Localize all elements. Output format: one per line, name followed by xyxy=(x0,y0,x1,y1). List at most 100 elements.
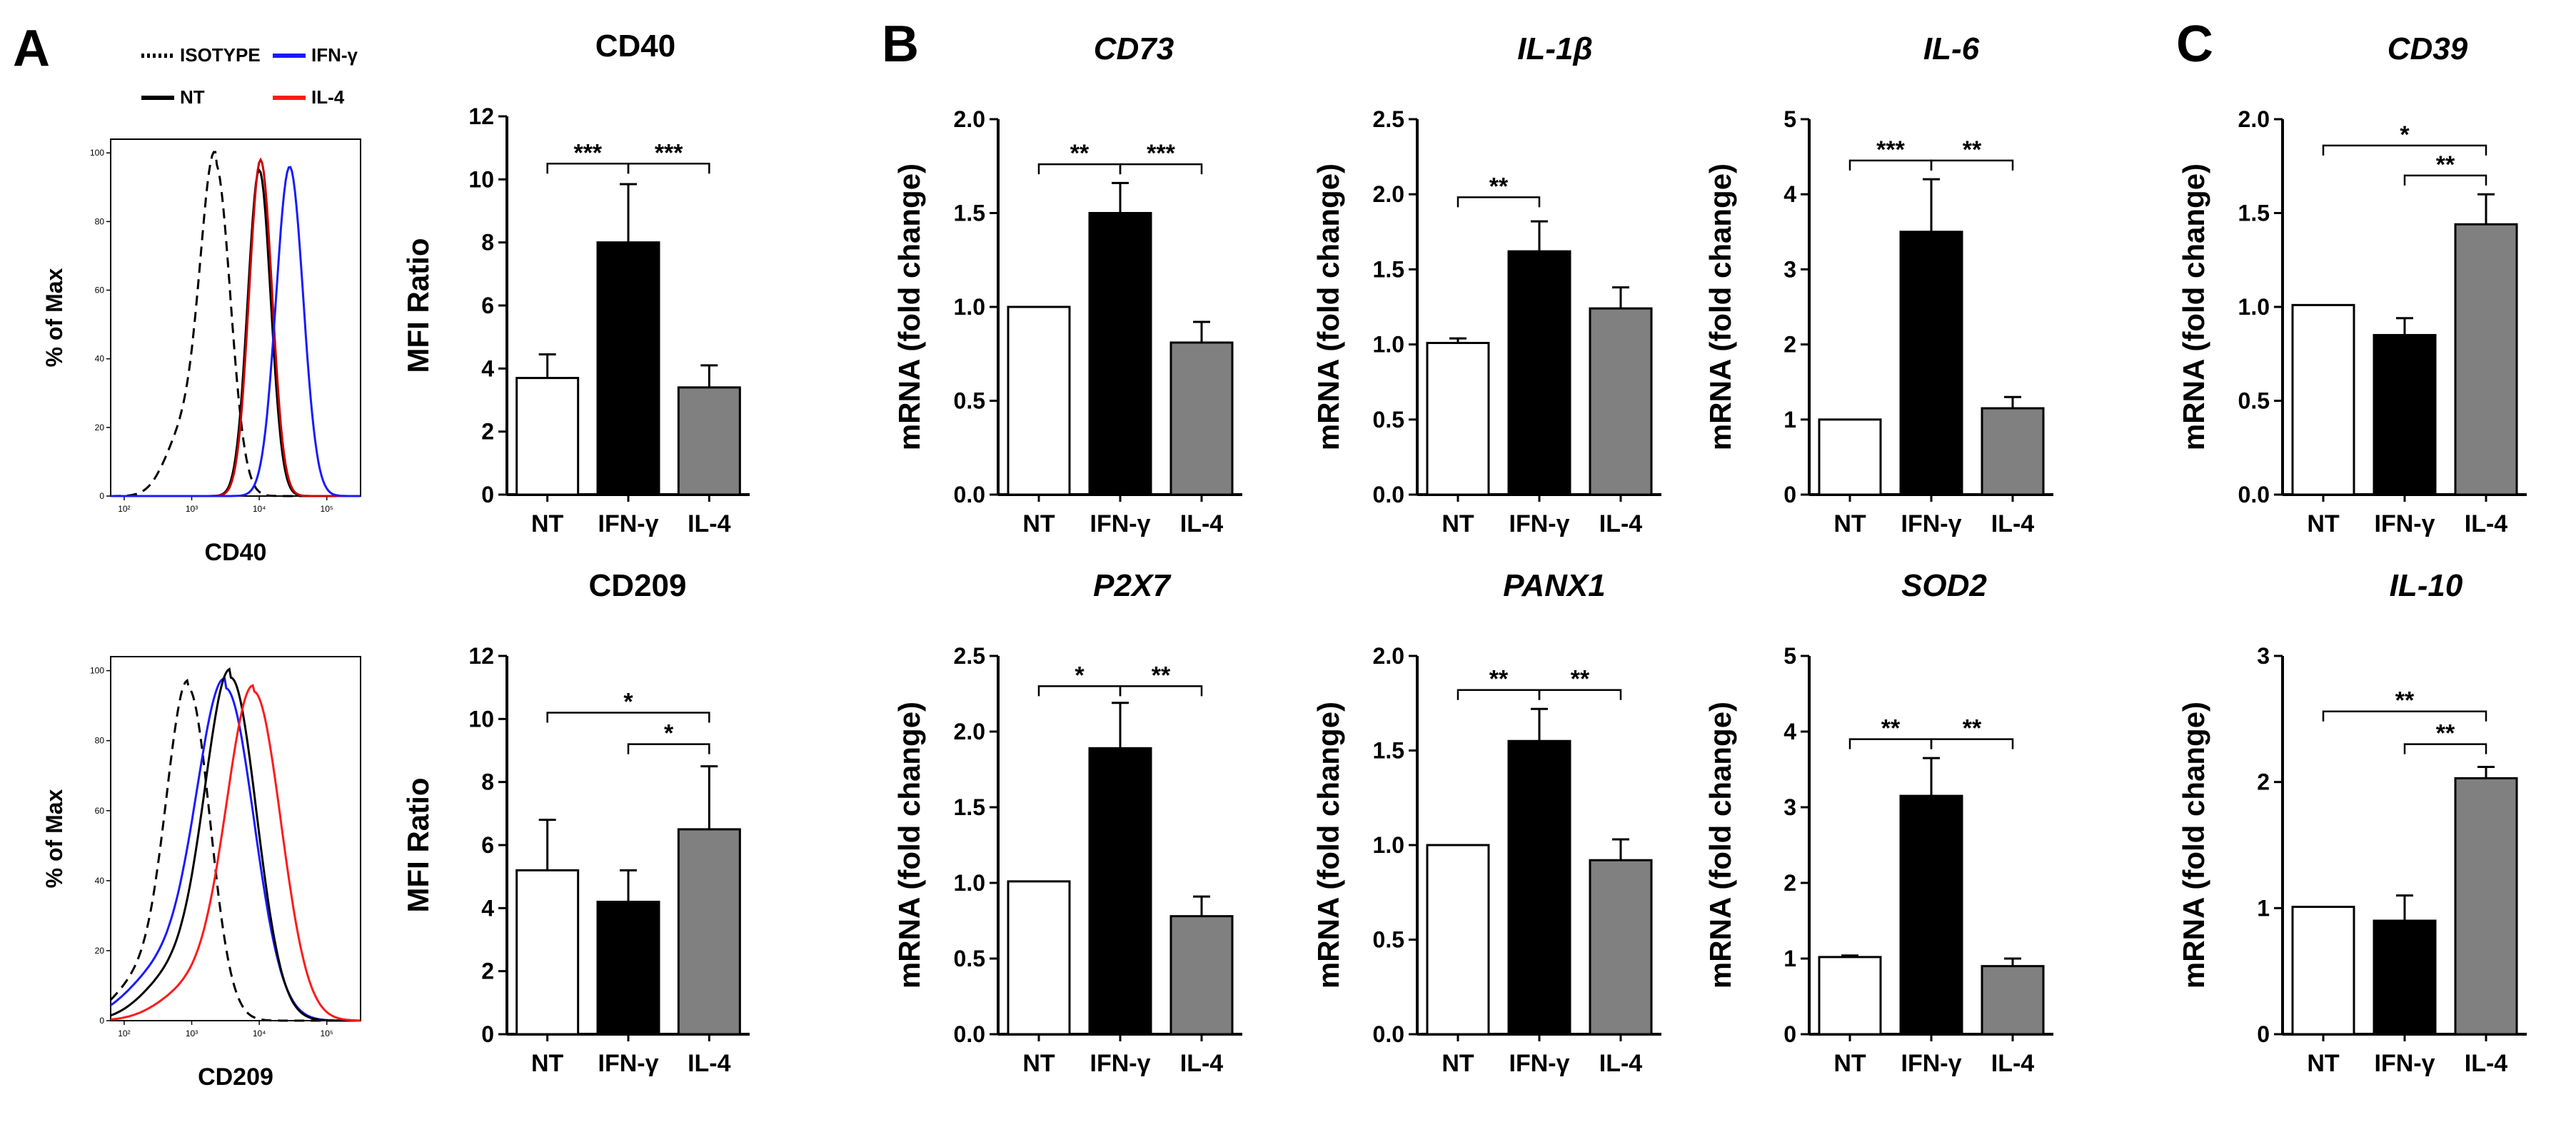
significance-label: * xyxy=(623,689,633,716)
y-tick-label: 3 xyxy=(2257,643,2270,669)
y-tick-label: 20 xyxy=(95,423,105,433)
y-tick-label: 0.0 xyxy=(954,482,985,507)
bar-NT xyxy=(2291,303,2355,496)
x-tick-label: 10⁴ xyxy=(253,504,266,514)
y-tick-label: 0.5 xyxy=(1373,927,1404,953)
y-tick-label: 4 xyxy=(481,895,494,921)
curve-IL-4 xyxy=(110,684,361,1022)
y-axis-label: mRNA (fold change) xyxy=(1704,702,1737,989)
bar-chart-il1b: IL-1β mRNA (fold change) 0.0 0.5 1.0 1.5 2.0 2.… xyxy=(1312,31,1661,537)
bar-NT xyxy=(1426,844,1490,1036)
y-tick-label: 3 xyxy=(1783,794,1796,820)
curve-IFN-γ xyxy=(111,166,361,497)
curve-NT xyxy=(111,168,361,497)
y-tick-label: 3 xyxy=(1783,256,1796,282)
significance-label: ** xyxy=(1963,136,1982,163)
y-tick-label: 2.0 xyxy=(1373,181,1404,207)
significance-bracket xyxy=(2322,144,2487,156)
x-tick-label: IFN-γ xyxy=(1090,1050,1151,1077)
bar-chart-sod2: SOD2 mRNA (fold change) 0 1 2 3 4 5 NT IFN-γ IL-4 *… xyxy=(1704,568,2053,1077)
legend-il4-label: IL-4 xyxy=(311,86,345,108)
bar-NT xyxy=(1007,880,1071,1036)
y-tick-label: 0.5 xyxy=(2238,388,2270,414)
x-tick-label: NT xyxy=(1833,1050,1866,1077)
x-tick-label: NT xyxy=(1833,510,1866,537)
significance-bracket xyxy=(1119,163,1203,175)
y-tick-label: 100 xyxy=(90,666,104,676)
y-tick-label: 5 xyxy=(1783,643,1796,669)
bar-NT xyxy=(1007,305,1071,496)
bar-IFN-γ xyxy=(1899,231,1963,496)
x-axis-label: CD209 xyxy=(198,1063,273,1091)
bar-chart-cd40: CD40 MFI Ratio 0 2 4 6 8 10 12 NT IFN-γ IL-4 *** *** xyxy=(401,29,750,537)
y-tick-label: 1.0 xyxy=(954,870,985,896)
y-tick-label: 2.0 xyxy=(954,106,985,132)
bar-IL-4 xyxy=(1589,859,1653,1036)
chart-title: IL-6 xyxy=(1923,31,1980,66)
y-tick-label: 0.0 xyxy=(2238,482,2270,507)
x-tick-label: NT xyxy=(1442,510,1474,537)
bar-IL-4 xyxy=(1981,407,2045,496)
significance-label: ** xyxy=(1881,715,1901,742)
y-tick-label: 12 xyxy=(468,103,494,129)
y-tick-label: 80 xyxy=(95,216,105,226)
x-tick-label: IL-4 xyxy=(1599,1050,1643,1077)
y-tick-label: 1 xyxy=(1783,407,1796,433)
y-tick-label: 60 xyxy=(95,806,105,816)
panel-letter-b: B xyxy=(882,16,919,73)
bar-IL-4 xyxy=(1589,307,1653,496)
y-tick-label: 1.5 xyxy=(954,794,985,820)
significance-label: *** xyxy=(1876,136,1905,163)
significance-label: *** xyxy=(655,139,683,166)
bar-NT xyxy=(515,377,580,496)
x-axis-label: CD40 xyxy=(205,539,267,566)
bar-IFN-γ xyxy=(1088,212,1152,496)
y-axis-label: % of Max xyxy=(41,789,67,888)
significance-label: * xyxy=(2400,121,2410,148)
significance-bracket xyxy=(2322,710,2487,722)
x-tick-label: IFN-γ xyxy=(598,510,659,537)
x-tick-label: NT xyxy=(1442,1050,1474,1077)
y-tick-label: 0 xyxy=(99,1016,104,1026)
y-tick-label: 0.5 xyxy=(954,946,985,971)
x-tick-label: IL-4 xyxy=(1599,510,1643,537)
bar-chart-il10: IL-10 mRNA (fold change) 0 1 2 3 NT IFN-γ IL-4 **… xyxy=(2177,568,2527,1077)
y-tick-label: 1.0 xyxy=(2238,294,2270,320)
panel-letter-c: C xyxy=(2176,16,2213,73)
y-tick-label: 10 xyxy=(468,166,494,192)
y-tick-label: 2 xyxy=(481,959,494,984)
x-tick-label: IFN-γ xyxy=(1901,510,1962,537)
y-tick-label: 1.0 xyxy=(1373,832,1404,858)
chart-title: SOD2 xyxy=(1901,568,1987,603)
significance-label: ** xyxy=(2395,687,2415,714)
x-tick-label: 10⁵ xyxy=(321,504,333,514)
curve-ISOTYPE xyxy=(111,151,361,497)
y-tick-label: 1.0 xyxy=(1373,332,1404,358)
x-tick-label: IFN-γ xyxy=(2375,1050,2435,1077)
y-tick-label: 5 xyxy=(1783,106,1796,132)
legend-isotype-label: ISOTYPE xyxy=(180,44,261,66)
y-tick-label: 20 xyxy=(95,946,105,956)
y-tick-label: 60 xyxy=(95,285,105,295)
bar-chart-cd73: CD73 mRNA (fold change) 0.0 0.5 1.0 1.5 2.0 NT I… xyxy=(892,31,1242,537)
plot-frame xyxy=(110,138,361,497)
significance-bracket xyxy=(1930,159,2014,171)
x-tick-label: NT xyxy=(2307,1050,2340,1077)
significance-label: ** xyxy=(1152,662,1171,689)
x-tick-label: IFN-γ xyxy=(2375,510,2435,537)
y-tick-label: 80 xyxy=(95,736,105,746)
significance-label: *** xyxy=(1147,140,1175,167)
panel-letter-a: A xyxy=(13,20,50,77)
y-tick-label: 2.0 xyxy=(2238,106,2270,132)
y-tick-label: 1.5 xyxy=(954,201,985,226)
bar-IFN-γ xyxy=(2373,333,2437,496)
bar-NT xyxy=(2291,906,2355,1036)
y-tick-label: 4 xyxy=(1783,719,1796,744)
y-tick-label: 2.5 xyxy=(1373,106,1404,132)
y-axis-label: mRNA (fold change) xyxy=(2177,163,2210,450)
x-tick-label: 10⁴ xyxy=(253,1028,266,1038)
significance-bracket xyxy=(546,712,710,723)
x-tick-label: NT xyxy=(1022,1050,1055,1077)
significance-label: ** xyxy=(1489,666,1509,693)
chart-title: CD73 xyxy=(1094,31,1174,66)
